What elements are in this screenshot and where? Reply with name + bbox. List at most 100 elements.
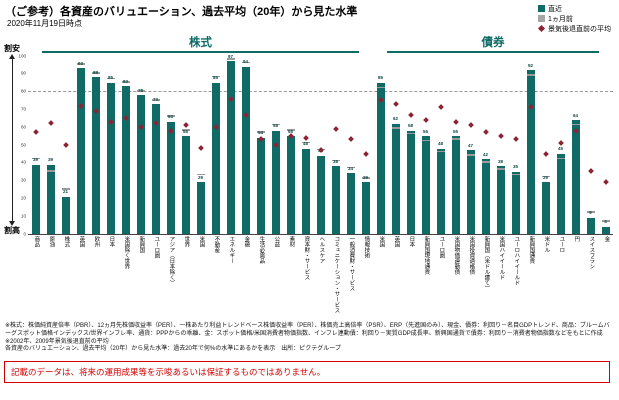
bar-value-label: 97 — [227, 53, 234, 59]
one-month-ago-marker — [586, 211, 595, 213]
pre-recession-average-marker — [452, 118, 459, 125]
footnote: ※株式：株価純資産倍率（PBR）、12ヵ月先株価収益率（PER）、一株あたり利益… — [5, 323, 614, 354]
x-axis-label: ユーロ — [558, 236, 565, 253]
bar-slot: 63 — [163, 56, 178, 234]
one-month-ago-swatch-icon — [538, 15, 545, 22]
bar-recent — [106, 82, 115, 234]
footnote-line2: 各資産のバリュエーション、過去平均（20年）から見た水準：過去20年で何%の水準… — [5, 346, 341, 353]
recent-swatch-icon — [538, 5, 545, 12]
disclaimer-box: 記載のデータは、将来の運用成果等を示唆あるいは保証するものではありません。 — [4, 361, 610, 383]
cheap-label: 割安 — [4, 44, 20, 53]
legend-item-recent: 直近 — [538, 4, 611, 13]
bar-value-label: 4 — [604, 219, 607, 225]
bar-slot: 88 — [88, 56, 103, 234]
bar-slot: 55 — [418, 56, 433, 234]
one-month-ago-marker — [256, 131, 265, 133]
x-axis-label: 金 — [603, 236, 610, 242]
bar-value-label: 47 — [467, 142, 474, 148]
bar-value-label: 39 — [47, 157, 54, 163]
section-headers: 株式 債券 — [28, 34, 613, 53]
x-axis-label: 英国 — [393, 236, 400, 247]
pre-recession-average-marker — [197, 145, 204, 152]
bar-recent — [181, 136, 190, 234]
bar-slot: 29 — [358, 56, 373, 234]
x-axis-label: 米国ハイイールド — [498, 236, 505, 280]
bar-recent — [466, 150, 475, 234]
one-month-ago-marker — [571, 123, 580, 126]
x-axis-label: 米ドル — [543, 236, 550, 253]
bar-slot: 55 — [178, 56, 193, 234]
bar-recent — [196, 182, 205, 234]
legend-label: 景気後退直前の平均 — [548, 25, 611, 33]
pre-recession-average-marker — [332, 125, 339, 132]
bar-recent — [31, 164, 40, 234]
x-axis-label: 日本 — [108, 236, 115, 247]
bar-slot: 4 — [598, 56, 613, 234]
dashed-reference-line — [28, 90, 613, 92]
y-tick-label: 70 — [20, 106, 26, 112]
one-month-ago-marker — [151, 99, 160, 101]
bar-recent — [121, 86, 130, 234]
y-tick-label: 90 — [20, 70, 26, 76]
bar-value-label: 78 — [137, 87, 144, 93]
page-title: （ご参考）各資産のバリュエーション、過去平均（20年）から見た水準 — [5, 6, 358, 18]
x-axis-label: ユーロハイイールド — [513, 236, 520, 286]
bar-slot: 64 — [568, 56, 583, 234]
bar-value-label: 63 — [167, 114, 174, 120]
bar-recent — [136, 95, 145, 234]
bar-recent — [241, 66, 250, 234]
one-month-ago-marker — [601, 220, 610, 222]
pre-recession-average-marker — [407, 111, 414, 118]
x-axis-label: 不動産 — [213, 236, 220, 253]
axis-line — [11, 59, 13, 221]
one-month-ago-marker — [91, 72, 100, 74]
legend-label: 直近 — [548, 5, 562, 13]
bar-recent — [511, 171, 520, 234]
one-month-ago-marker — [376, 86, 385, 89]
legend: 直近 1ヵ月前 景気後退直前の平均 — [537, 4, 611, 34]
bar-value-label: 38 — [497, 158, 504, 164]
bar-recent — [316, 155, 325, 234]
bar-value-label: 48 — [302, 141, 309, 147]
one-month-ago-marker — [331, 159, 340, 162]
bar-recent — [391, 123, 400, 234]
pre-recession-average-marker — [422, 117, 429, 123]
pre-recession-average-marker — [347, 136, 354, 143]
bar-value-label: 48 — [437, 141, 444, 147]
bar-value-label: 83 — [122, 78, 129, 84]
bar-recent — [46, 164, 55, 234]
y-tick-label: 60 — [20, 123, 26, 129]
one-month-ago-marker — [31, 157, 40, 160]
one-month-ago-marker — [181, 129, 190, 131]
bar-recent — [166, 121, 175, 234]
bar-recent — [496, 166, 505, 234]
pre-recession-average-marker — [62, 141, 69, 148]
bar-value-label: 29 — [362, 174, 369, 180]
x-axis-label: 英国 — [78, 236, 85, 247]
bar-recent — [256, 137, 265, 234]
bar-recent — [541, 182, 550, 234]
bar-value-label: 29 — [542, 174, 549, 180]
y-tick-label: 40 — [20, 159, 26, 165]
pre-recession-average-marker — [497, 133, 504, 139]
bar-value-label: 21 — [62, 189, 69, 195]
bar-slot: 54 — [253, 56, 268, 234]
pre-recession-average-marker — [482, 129, 489, 136]
bar-recent — [406, 130, 415, 234]
bar-recent — [91, 77, 100, 234]
x-axis-label: ユーロ圏 — [153, 236, 160, 258]
x-axis-label: 新興国現地通貨 — [423, 236, 430, 275]
bar-value-label: 42 — [482, 151, 489, 157]
x-axis-label: 一般消費財・サービス — [348, 236, 355, 291]
pre-recession-average-marker — [602, 179, 609, 186]
bar-recent — [301, 148, 310, 234]
y-tick-label: 20 — [20, 195, 26, 201]
bar-recent — [211, 82, 220, 234]
bar-slot: 94 — [238, 56, 253, 234]
bar-slot: 93 — [73, 56, 88, 234]
arrow-down-icon — [9, 221, 15, 226]
x-axis-label: 欧州 — [93, 236, 100, 247]
bar-value-label: 94 — [242, 59, 249, 65]
bar-slot: 29 — [538, 56, 553, 234]
